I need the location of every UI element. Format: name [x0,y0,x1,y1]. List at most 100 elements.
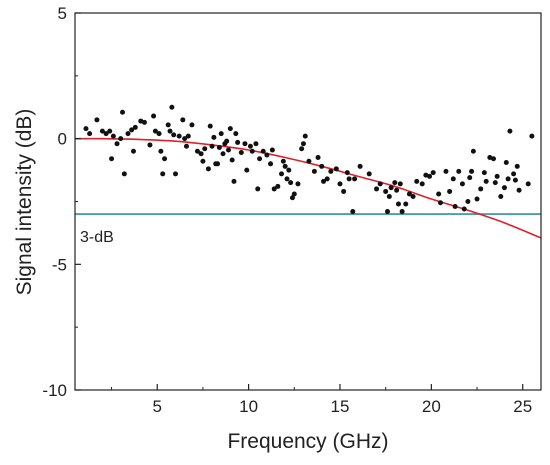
data-point [469,168,475,174]
data-point [388,185,394,191]
data-point [238,149,244,155]
data-point [321,178,327,184]
data-point [118,136,124,142]
data-point [182,136,188,142]
data-point [427,173,433,179]
axes: 5 10 15 20 25 -10 -5 0 5 [42,4,542,416]
data-point [399,209,405,215]
data-point [337,181,343,187]
data-point [286,167,292,173]
data-point [474,196,480,202]
data-point [189,122,195,128]
data-point [459,181,465,187]
x-tick-label: 20 [422,397,441,416]
data-point [120,109,126,115]
data-point [107,128,113,134]
data-point [529,133,535,139]
data-point [483,178,489,184]
data-point [227,126,233,132]
y-tick-label: 0 [58,130,67,149]
data-point [478,186,484,192]
data-point [110,133,116,139]
data-point [171,132,177,138]
data-point [130,148,136,154]
data-point [514,163,520,169]
data-point [132,124,138,130]
data-point [165,122,171,128]
data-point [406,191,412,197]
data-point [151,113,157,119]
x-tick-label: 5 [153,397,162,416]
data-point [394,187,400,193]
data-point [224,138,230,144]
data-point [226,147,232,153]
data-point [357,163,363,169]
data-point [319,163,325,169]
data-point [333,166,339,172]
data-point [269,147,275,153]
data-point [507,128,513,134]
data-point [253,141,259,147]
data-point [275,183,281,189]
data-point [231,178,237,184]
x-tick-label: 10 [239,397,258,416]
data-point [490,156,496,162]
data-point [229,157,235,163]
data-point [216,144,222,150]
data-point [414,178,420,184]
data-point [94,117,100,123]
data-point [302,133,308,139]
data-point [377,181,383,187]
data-point [125,131,131,137]
data-point [386,193,392,199]
data-point [384,209,390,215]
data-point [211,134,217,140]
data-point [244,167,250,173]
data-point [350,209,356,215]
data-point [147,142,153,148]
data-point [103,131,109,137]
data-point [235,139,241,145]
data-point [160,171,166,177]
data-point [291,191,297,197]
data-point [346,176,352,182]
data-point [202,146,208,152]
data-point [299,146,305,152]
fit-curve [74,137,542,239]
data-point [279,171,285,177]
data-point [516,187,522,193]
data-point [494,173,500,179]
data-point [169,104,175,110]
data-point [83,126,89,132]
data-point [300,141,306,147]
data-point [437,200,443,206]
y-tick-label: -10 [42,381,67,400]
plot-frame [74,12,542,391]
data-point [282,163,288,169]
y-tick-label: -5 [52,255,67,274]
data-point [498,193,504,199]
data-point [447,188,453,194]
data-point [450,176,456,182]
data-point [512,177,518,183]
data-point [315,155,321,161]
data-point [341,188,347,194]
x-tick-label: 25 [513,397,532,416]
data-point [505,176,511,182]
data-point [218,131,224,137]
data-point [419,181,425,187]
data-point [158,148,164,154]
data-point [456,168,462,174]
data-point [173,171,179,177]
data-point [255,186,261,192]
y-tick-label: 5 [58,4,67,23]
data-point [503,160,509,166]
data-point [209,143,215,149]
data-point [152,128,158,134]
data-point [443,168,449,174]
data-point [324,176,330,182]
data-point [109,156,115,162]
data-point [403,201,409,207]
data-point [492,180,498,186]
data-point [383,188,389,194]
